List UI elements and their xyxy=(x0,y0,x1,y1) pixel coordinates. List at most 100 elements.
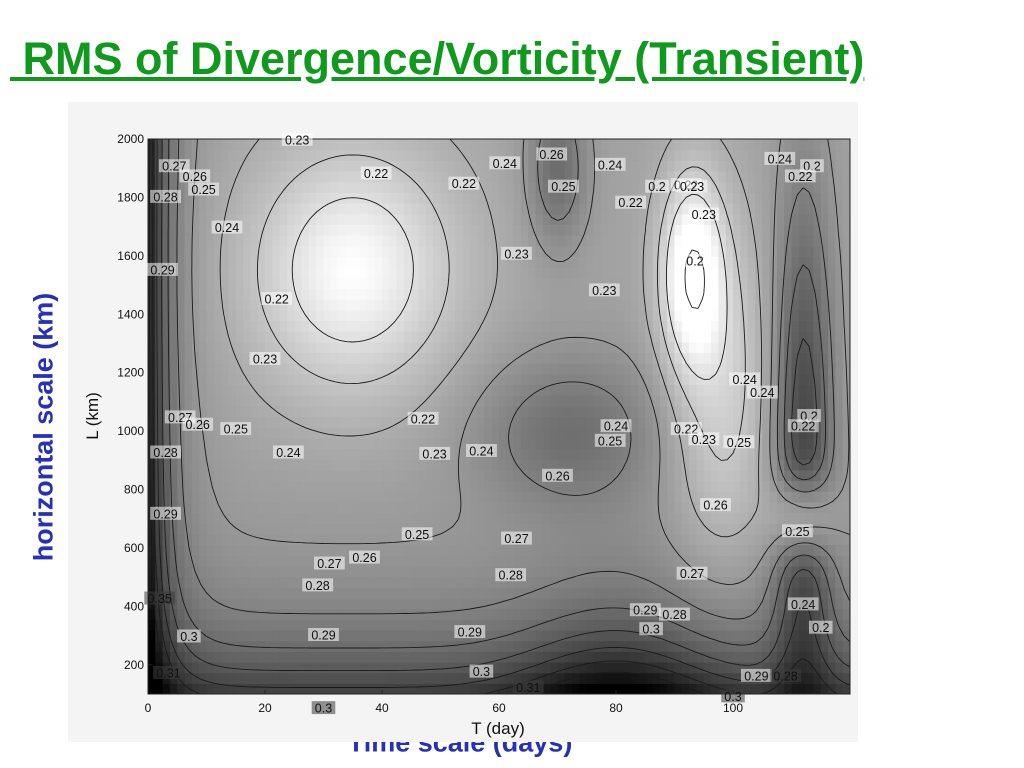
heat-cell xyxy=(213,469,222,482)
heat-cell xyxy=(294,480,303,492)
heat-cell xyxy=(177,576,186,588)
heat-cell xyxy=(294,597,303,610)
heat-cell xyxy=(345,437,354,450)
heat-cell xyxy=(550,213,559,225)
heat-cell xyxy=(520,608,529,620)
heat-cell xyxy=(191,384,200,396)
heat-cell xyxy=(696,139,705,151)
heat-cell xyxy=(279,480,288,492)
heat-cell xyxy=(250,501,259,514)
heat-cell xyxy=(754,235,763,247)
heat-cell xyxy=(199,459,208,471)
heat-cell xyxy=(199,437,208,450)
heat-cell xyxy=(418,203,427,215)
heat-cell xyxy=(374,523,383,535)
heat-cell xyxy=(323,235,332,247)
heat-cell xyxy=(659,640,668,652)
heat-cell xyxy=(652,491,661,503)
heat-cell xyxy=(367,597,376,610)
heat-cell xyxy=(637,320,646,332)
heat-cell xyxy=(243,629,251,642)
heat-cell xyxy=(784,683,793,694)
heat-cell xyxy=(747,288,756,300)
heat-cell xyxy=(637,416,646,428)
heat-cell xyxy=(484,555,493,567)
heat-cell xyxy=(579,213,588,225)
heat-cell xyxy=(718,533,727,546)
heat-cell xyxy=(791,299,800,311)
heat-cell xyxy=(411,363,420,375)
heat-cell xyxy=(776,587,785,599)
heat-cell xyxy=(294,619,303,631)
heat-cell xyxy=(762,459,771,471)
heat-cell xyxy=(784,427,793,439)
heat-cell xyxy=(557,363,566,375)
heat-cell xyxy=(645,363,654,375)
heat-cell xyxy=(586,384,595,396)
heat-cell xyxy=(396,405,405,418)
heat-cell xyxy=(396,331,405,343)
heat-cell xyxy=(345,501,354,514)
heat-cell xyxy=(579,384,588,396)
heat-cell xyxy=(718,427,727,439)
heat-cell xyxy=(155,395,164,407)
heat-cell xyxy=(243,523,251,535)
heat-cell xyxy=(440,619,449,631)
heat-cell xyxy=(711,256,719,268)
heat-cell xyxy=(425,544,434,556)
heat-cell xyxy=(169,203,178,215)
heat-cell xyxy=(469,427,478,439)
heat-cell xyxy=(608,235,617,247)
heat-cell xyxy=(418,437,427,450)
heat-cell xyxy=(323,309,332,322)
heat-cell xyxy=(265,277,273,290)
heat-cell xyxy=(579,565,588,578)
heat-cell xyxy=(279,256,288,268)
heat-cell xyxy=(842,480,850,492)
heat-cell xyxy=(608,171,617,183)
heat-cell xyxy=(440,384,449,396)
heat-cell xyxy=(221,448,230,460)
heat-cell xyxy=(550,320,559,332)
heat-cell xyxy=(542,309,551,322)
heat-cell xyxy=(228,661,237,674)
heat-cell xyxy=(564,597,573,610)
heat-cell xyxy=(733,555,741,567)
heat-cell xyxy=(725,224,734,236)
heat-cell xyxy=(835,363,844,375)
heat-cell xyxy=(330,501,339,514)
heat-cell xyxy=(484,608,493,620)
heat-cell xyxy=(425,565,434,578)
heat-cell xyxy=(820,139,829,151)
heat-cell xyxy=(382,149,390,161)
heat-cell xyxy=(308,224,317,236)
heat-cell xyxy=(579,224,588,236)
heat-cell xyxy=(213,171,222,183)
heat-cell xyxy=(265,363,273,375)
heat-cell xyxy=(828,341,836,354)
heat-cell xyxy=(360,501,368,514)
heat-cell xyxy=(557,395,566,407)
heat-cell xyxy=(279,437,288,450)
heat-cell xyxy=(411,181,420,193)
heat-cell xyxy=(528,533,537,546)
heat-cell xyxy=(272,256,281,268)
heat-cell xyxy=(784,267,793,279)
heat-cell xyxy=(608,651,617,663)
heat-cell xyxy=(374,576,383,588)
heat-cell xyxy=(316,565,325,578)
heat-cell xyxy=(221,523,230,535)
heat-cell xyxy=(659,277,668,290)
heat-cell xyxy=(652,171,661,183)
heat-cell xyxy=(776,544,785,556)
heat-cell xyxy=(491,309,500,322)
heat-cell xyxy=(623,629,632,642)
heat-cell xyxy=(221,149,230,161)
heat-cell xyxy=(703,277,712,290)
heat-cell xyxy=(169,437,178,450)
heat-cell xyxy=(250,160,259,172)
heat-cell xyxy=(513,267,522,279)
heat-cell xyxy=(718,544,727,556)
heat-cell xyxy=(396,171,405,183)
heat-cell xyxy=(740,501,749,514)
